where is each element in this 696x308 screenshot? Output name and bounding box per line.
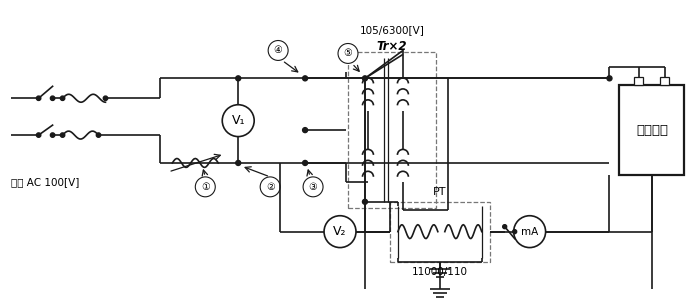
- Text: 105/6300[V]: 105/6300[V]: [359, 26, 425, 35]
- Text: 11000/110: 11000/110: [412, 267, 468, 278]
- Circle shape: [363, 199, 367, 204]
- Circle shape: [103, 96, 108, 100]
- Circle shape: [50, 96, 55, 100]
- Text: ⑤: ⑤: [344, 48, 352, 59]
- Bar: [661, 77, 670, 85]
- Text: PT: PT: [433, 187, 447, 197]
- Text: ①: ①: [201, 182, 209, 192]
- Circle shape: [303, 177, 323, 197]
- Circle shape: [338, 43, 358, 63]
- Circle shape: [236, 160, 241, 165]
- Text: mA: mA: [521, 227, 538, 237]
- Circle shape: [324, 216, 356, 248]
- Text: V₂: V₂: [333, 225, 347, 238]
- Circle shape: [36, 96, 41, 100]
- Circle shape: [303, 160, 308, 165]
- Text: 전원 AC 100[V]: 전원 AC 100[V]: [10, 177, 79, 187]
- Circle shape: [260, 177, 280, 197]
- Bar: [390, 202, 490, 261]
- Bar: [619, 85, 684, 175]
- Text: ③: ③: [309, 182, 317, 192]
- Circle shape: [503, 225, 507, 229]
- Circle shape: [236, 76, 241, 81]
- Circle shape: [96, 133, 101, 137]
- Circle shape: [303, 128, 308, 133]
- Circle shape: [303, 76, 308, 81]
- Circle shape: [268, 41, 288, 60]
- Circle shape: [363, 76, 367, 81]
- Circle shape: [513, 230, 516, 234]
- Circle shape: [50, 133, 55, 137]
- Circle shape: [61, 96, 65, 100]
- Text: Tr×2: Tr×2: [377, 40, 407, 53]
- Circle shape: [222, 105, 254, 136]
- Bar: [635, 77, 643, 85]
- Text: ②: ②: [266, 182, 274, 192]
- Bar: [348, 52, 436, 208]
- Circle shape: [36, 133, 41, 137]
- Circle shape: [607, 76, 612, 81]
- Circle shape: [61, 133, 65, 137]
- Text: 피시험기: 피시험기: [636, 124, 668, 137]
- Text: ④: ④: [274, 46, 283, 55]
- Circle shape: [196, 177, 215, 197]
- Circle shape: [514, 216, 546, 248]
- Text: V₁: V₁: [232, 114, 245, 127]
